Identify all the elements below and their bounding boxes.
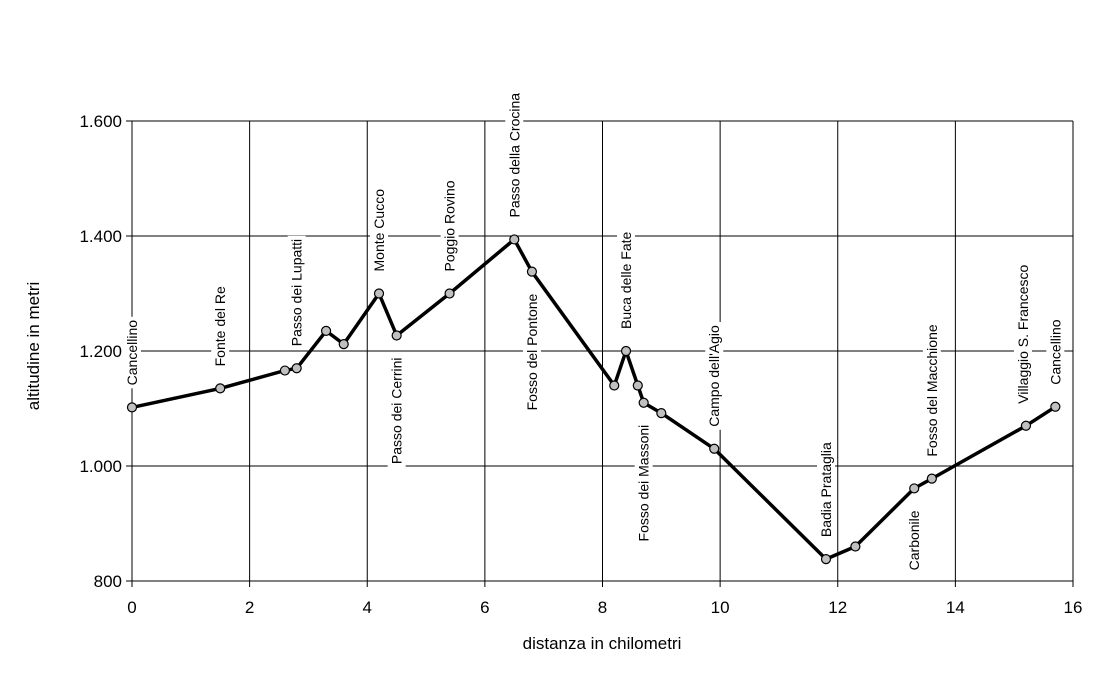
x-tick-label: 16 xyxy=(1064,598,1083,617)
point-label: Villaggio S. Francesco xyxy=(1015,265,1031,404)
data-point-marker xyxy=(850,541,861,552)
data-point-marker xyxy=(338,339,349,350)
point-label-group: Poggio Rovino xyxy=(440,177,459,275)
point-label: Carbonile xyxy=(906,510,922,570)
label-background xyxy=(505,89,524,221)
point-label-group: Fosso del Pontone xyxy=(522,290,541,414)
point-label: Badia Prataglia xyxy=(818,442,834,537)
data-point-marker xyxy=(373,288,385,299)
label-background xyxy=(1013,261,1032,407)
data-point-marker xyxy=(609,380,620,391)
label-background xyxy=(370,185,389,275)
data-point-marker xyxy=(926,473,937,484)
data-point-marker xyxy=(620,345,632,357)
point-label-group: Monte Cucco xyxy=(370,185,389,275)
y-tick-label: 800 xyxy=(94,572,122,591)
data-point-marker xyxy=(656,408,667,419)
markers xyxy=(126,234,1061,565)
y-axis-title: altitudine in metri xyxy=(24,282,43,411)
point-label-group: Fosso dei Massoni xyxy=(634,421,653,545)
data-point-marker xyxy=(215,383,226,394)
point-label: Cancellino xyxy=(1047,319,1063,385)
point-label: Fonte del Re xyxy=(212,286,228,366)
point-label-group: Buca delle Fate xyxy=(617,228,636,332)
x-tick-label: 6 xyxy=(480,598,489,617)
point-label: Cancellino xyxy=(124,320,140,386)
data-point-marker xyxy=(526,266,538,277)
label-background xyxy=(705,322,724,430)
label-background xyxy=(440,177,459,275)
point-label-group: Badia Prataglia xyxy=(816,438,835,541)
point-label-group: Carbonile xyxy=(905,507,924,574)
x-tick-label: 8 xyxy=(598,598,607,617)
point-label-group: Cancellino xyxy=(1046,316,1065,388)
point-label: Buca delle Fate xyxy=(618,232,634,329)
label-background xyxy=(123,316,141,389)
point-label-group: Fonte del Re xyxy=(211,283,230,370)
data-point-marker xyxy=(709,443,720,454)
point-label: Poggio Rovino xyxy=(442,180,458,271)
x-tick-label: 14 xyxy=(946,598,965,617)
data-point-marker xyxy=(638,397,649,408)
data-point-marker xyxy=(820,554,832,565)
data-point-marker xyxy=(1020,420,1032,431)
label-background xyxy=(617,228,636,332)
label-background xyxy=(1046,316,1065,388)
point-label: Fosso dei Massoni xyxy=(636,425,652,542)
point-label-group: Cancellino xyxy=(123,316,141,389)
x-tick-label: 2 xyxy=(245,598,254,617)
label-background xyxy=(905,507,924,574)
tick-labels: 0 2 4 6 8 10 12 14 16 800 1.000 1.200 1.400 1.600 xyxy=(79,112,1082,617)
data-point-marker xyxy=(291,363,302,374)
label-background xyxy=(287,235,306,350)
x-tick-label: 4 xyxy=(363,598,372,617)
point-label: Passo della Crocina xyxy=(506,93,522,218)
data-point-marker xyxy=(909,483,920,494)
label-background xyxy=(387,354,406,468)
x-tick-label: 0 xyxy=(127,598,136,617)
label-background xyxy=(816,438,835,541)
point-label: Passo dei Lupatti xyxy=(289,239,305,346)
label-background xyxy=(211,283,230,370)
y-tick-label: 1.000 xyxy=(79,457,122,476)
data-point-marker xyxy=(391,330,402,341)
point-label-group: Passo dei Cerrini xyxy=(387,354,406,468)
data-point-marker xyxy=(126,402,138,413)
point-label-group: Campo dell'Agio xyxy=(705,322,724,430)
point-label: Monte Cucco xyxy=(371,189,387,272)
point-label-group: Passo dei Lupatti xyxy=(287,235,306,350)
label-background xyxy=(634,421,653,545)
point-label: Fosso del Macchione xyxy=(924,324,940,457)
grid xyxy=(126,120,1074,587)
label-background xyxy=(522,290,541,414)
x-tick-label: 12 xyxy=(828,598,847,617)
point-label: Campo dell'Agio xyxy=(706,325,722,427)
data-point-marker xyxy=(509,234,520,245)
data-point-marker xyxy=(444,288,455,299)
y-tick-label: 1.400 xyxy=(79,227,122,246)
point-label-group: Fosso del Macchione xyxy=(922,321,941,460)
point-label-group: Passo della Crocina xyxy=(505,89,524,221)
data-point-marker xyxy=(1050,401,1061,412)
x-tick-label: 10 xyxy=(711,598,730,617)
x-axis-title: distanza in chilometri xyxy=(523,634,682,653)
data-point-marker xyxy=(632,380,643,391)
label-background xyxy=(922,321,941,460)
y-tick-label: 1.200 xyxy=(79,342,122,361)
data-point-marker xyxy=(320,325,332,336)
point-labels: Cancellino Fonte del Re Passo dei Lupatti M… xyxy=(123,89,1065,574)
point-label-group: Villaggio S. Francesco xyxy=(1013,261,1032,407)
data-point-marker xyxy=(279,365,291,376)
point-label: Passo dei Cerrini xyxy=(389,357,405,464)
point-label: Fosso del Pontone xyxy=(524,293,540,410)
y-tick-label: 1.600 xyxy=(79,112,122,131)
